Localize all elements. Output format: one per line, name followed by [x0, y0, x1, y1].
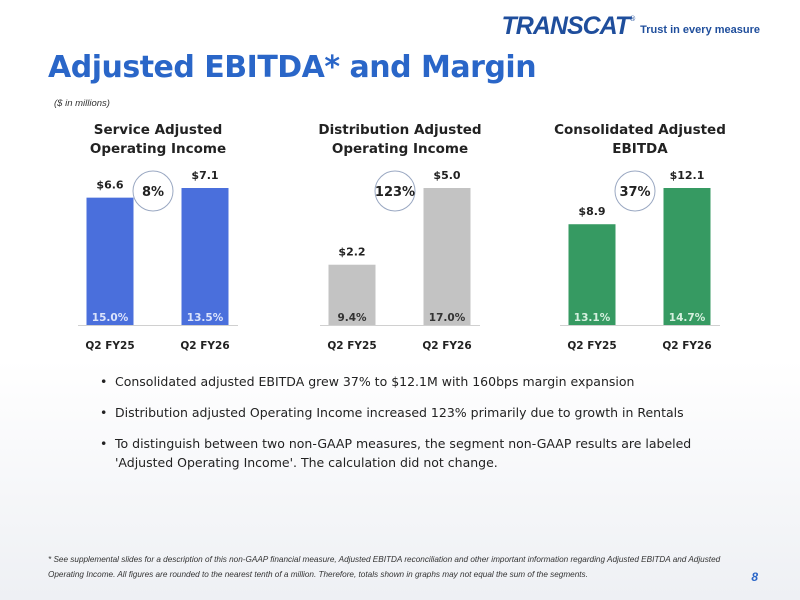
growth-label: 8% — [142, 185, 164, 200]
chart-title-line: Consolidated Adjusted — [554, 122, 726, 138]
chart-title-line: Operating Income — [332, 141, 468, 157]
bar-charts: Service Adjusted Operating Income $6.6 15.0… — [78, 122, 726, 352]
bar-value-label: $5.0 — [433, 169, 460, 182]
bar — [86, 197, 134, 325]
bar-value-label: $12.1 — [670, 169, 705, 182]
bar-margin-label: 13.5% — [187, 312, 224, 324]
bar — [423, 188, 471, 325]
bar-value-label: $7.1 — [191, 169, 218, 182]
bullet-item: Consolidated adjusted EBITDA grew 37% to… — [100, 372, 740, 391]
bar-value-label: $6.6 — [96, 179, 123, 192]
bar-value-label: $8.9 — [578, 205, 605, 218]
page-number: 8 — [751, 570, 758, 584]
category-tick-label: Q2 FY25 — [85, 340, 134, 352]
units-note: ($ in millions) — [54, 98, 110, 109]
bar-margin-label: 15.0% — [92, 312, 129, 324]
growth-label: 123% — [375, 185, 415, 200]
transcat-logo: TRANSCAT ® Trust in every measure — [502, 14, 760, 39]
bullet-list: Consolidated adjusted EBITDA grew 37% to… — [100, 372, 740, 484]
growth-label: 37% — [619, 185, 650, 200]
category-tick-label: Q2 FY25 — [567, 340, 616, 352]
logo-registered-mark: ® — [629, 14, 637, 23]
growth-badge — [374, 170, 416, 212]
chart-title-line: EBITDA — [612, 141, 668, 157]
footnote: * See supplemental slides for a descript… — [48, 555, 721, 579]
chart-title-line: Service Adjusted — [94, 122, 222, 138]
growth-badge — [132, 170, 174, 212]
category-tick-label: Q2 FY25 — [327, 340, 376, 352]
slide-title: Adjusted EBITDA* and Margin — [48, 50, 537, 85]
bar — [568, 224, 616, 325]
bullet-item: Distribution adjusted Operating Income i… — [100, 403, 740, 422]
bar-margin-label: 9.4% — [337, 312, 367, 324]
chart-title-line: Operating Income — [90, 141, 226, 157]
logo-tagline: Trust in every measure — [640, 23, 760, 36]
category-tick-label: Q2 FY26 — [422, 340, 471, 352]
bullet-item: To distinguish between two non-GAAP meas… — [100, 434, 740, 472]
category-tick-label: Q2 FY26 — [662, 340, 711, 352]
chart-title-line: Distribution Adjusted — [318, 122, 481, 138]
bar — [181, 188, 229, 325]
category-tick-label: Q2 FY26 — [180, 340, 229, 352]
logo-wordmark: TRANSCAT — [501, 12, 631, 40]
bar — [663, 188, 711, 325]
bar-margin-label: 14.7% — [669, 312, 706, 324]
growth-badge — [614, 170, 656, 212]
bar-margin-label: 13.1% — [574, 312, 611, 324]
bar-value-label: $2.2 — [338, 246, 365, 259]
bar — [328, 264, 376, 325]
bar-margin-label: 17.0% — [429, 312, 466, 324]
